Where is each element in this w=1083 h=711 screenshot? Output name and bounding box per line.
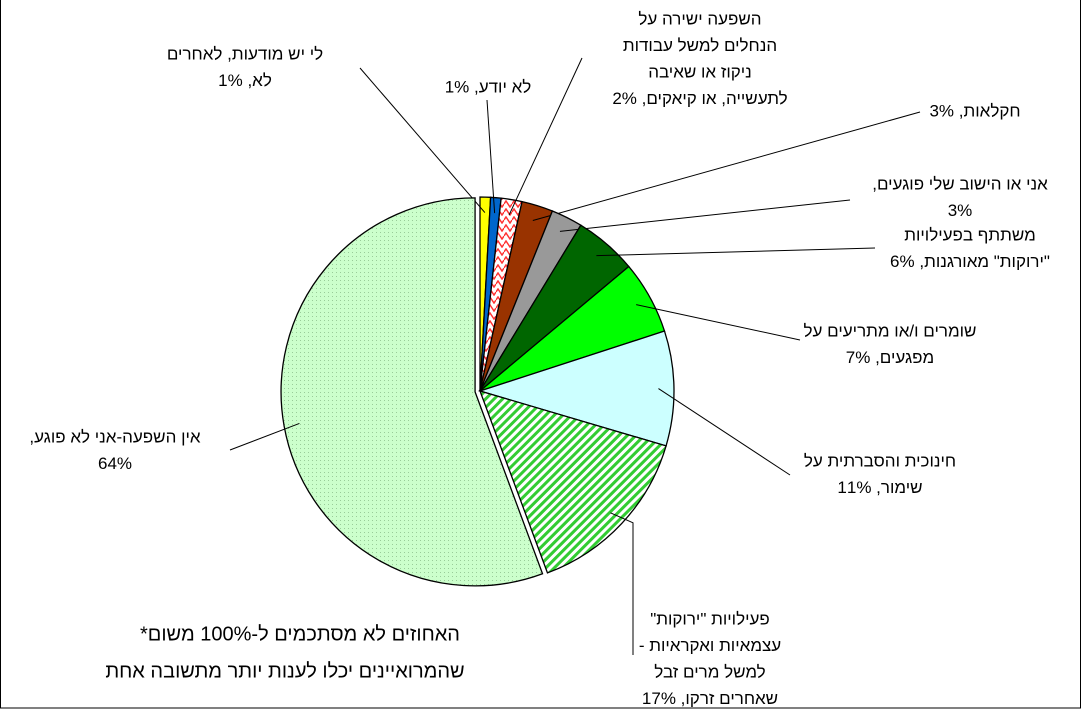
slice-label: משתתף בפעילויות <box>904 225 1036 244</box>
slice-label: אני או הישוב שלי פוגעים, <box>872 174 1048 193</box>
slice-label: לא יודע, 1% <box>445 77 532 96</box>
slice-label: שימור, 11% <box>837 478 922 497</box>
leader-line <box>229 422 300 451</box>
leader-line <box>508 57 583 216</box>
pie-slice <box>280 197 544 587</box>
slice-label: ניקוז או שאיבה <box>648 62 752 81</box>
pie-slice <box>477 330 675 447</box>
slice-label: עצמאיות ואקראיות - <box>639 636 781 655</box>
slice-label: שאחרים זרקו, 17% <box>642 689 778 708</box>
slice-label: מפגעים, 7% <box>846 348 934 367</box>
slice-label: אין השפעה-אני לא פוגע, <box>29 427 201 446</box>
slice-label: שומרים ו/או מתריעים על <box>804 321 977 340</box>
slice-label: פעילויות "ירוקות" <box>650 609 770 628</box>
slice-label: חינוכית והסברתית על <box>804 451 956 470</box>
leader-line <box>658 388 791 476</box>
slice-label: "ירוקות" מאורגנות, 6% <box>890 252 1050 271</box>
slice-label: חקלאות, 3% <box>929 101 1020 120</box>
leader-line <box>596 247 876 257</box>
slice-label: לי יש מודעות, לאחרים <box>167 44 323 63</box>
leader-line <box>359 67 486 213</box>
slice-label: לתעשייה, או קיאקים, 2% <box>612 89 787 108</box>
footnote: שהמרואיינים יכלו לענות יותר מתשובה אחת <box>105 660 464 682</box>
leader-line <box>532 111 921 221</box>
slice-label: השפעה ישירה על <box>638 9 761 28</box>
leader-line <box>610 512 634 655</box>
leader-line <box>636 304 801 341</box>
footnote: האחוזים לא מסתכמים ל-100% משום* <box>140 623 460 645</box>
slice-label: 64% <box>98 454 132 473</box>
slice-label: 3% <box>948 201 973 220</box>
pie-slice <box>478 390 667 574</box>
leader-line <box>559 199 851 232</box>
slice-label: הנחלים למשל עבודות <box>623 36 777 55</box>
leader-line <box>486 99 496 214</box>
slice-label: לא, 1% <box>218 71 272 90</box>
slice-label: למשל מרים זבל <box>654 662 765 681</box>
